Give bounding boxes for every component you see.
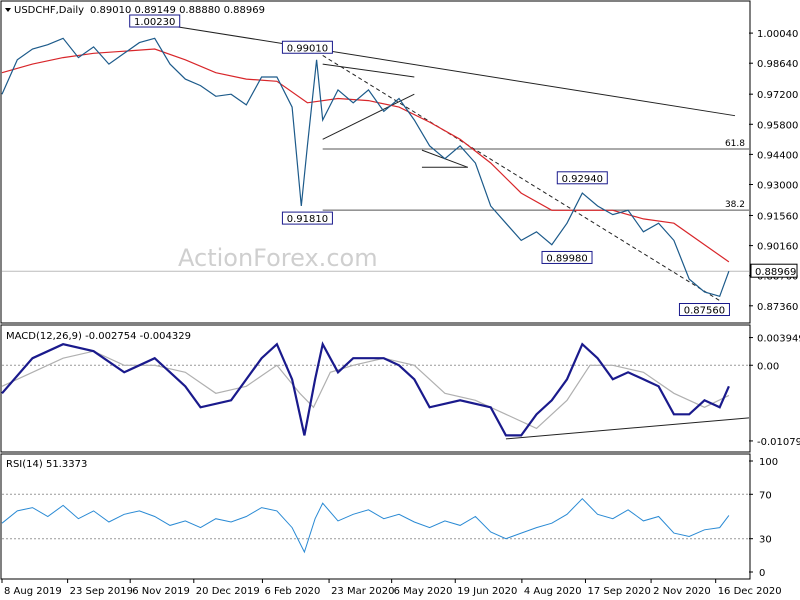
macd-tick-label-2: -0.010793 [757,437,800,448]
price-tick-label-7: 0.90160 [757,242,798,253]
rsi-label: RSI(14) 51.3373 [6,459,87,470]
price-tick-label-6: 0.91560 [757,211,798,222]
annotation-5: 0.87560 [678,303,730,317]
rsi-y-axis: 100 70 30 0 [749,457,778,579]
symbol-label: USDCHF,Daily [14,5,84,16]
annotation-3: 0.89980 [541,250,593,264]
rsi-series [1,493,749,554]
fib-label-0: 61.8 [725,139,745,149]
trendline-2 [322,63,415,78]
annotation-4: 0.92940 [556,171,608,185]
x-tick-label-4: 6 Feb 2020 [264,586,320,597]
rsi-tick-label-3: 0 [759,568,765,579]
macd-tick-label-1: 0.00 [757,361,779,372]
price-reference-lines: 61.8 38.2 [2,139,749,272]
annotation-text-4: 0.92940 [562,174,603,185]
last-price-label: 0.88969 [755,267,796,278]
fib-label-1: 38.2 [725,200,745,210]
ma-line [1,48,730,263]
annotation-0: 1.00230 [129,14,181,28]
annotation-2: 0.91810 [281,211,333,225]
x-tick-label-5: 23 Mar 2020 [331,586,394,597]
annotation-1: 0.99010 [281,40,333,54]
macd-panel-frame [0,324,751,453]
collapse-triangle-icon [5,8,11,12]
macd-line [1,341,730,437]
annotation-text-0: 1.00230 [134,17,175,28]
rsi-tick-label-1: 70 [759,490,772,501]
annotation-box-0 [129,14,181,28]
price-tick-label-9: 0.87360 [757,302,798,313]
price-tick-label-5: 0.93000 [757,181,798,192]
x-tick-label-0: 8 Aug 2019 [4,586,62,597]
x-tick-label-3: 20 Dec 2019 [196,586,260,597]
x-tick-label-11: 16 Dec 2020 [718,586,782,597]
x-tick-label-8: 4 Aug 2020 [524,586,582,597]
x-tick-label-1: 23 Sep 2019 [70,586,133,597]
macd-tick-label-0: 0.003949 [757,334,800,345]
price-panel-frame [0,0,751,324]
rsi-panel-frame [0,453,751,580]
macd-signal-line [1,350,730,430]
ohlc-label: 0.89010 0.89149 0.88880 0.88969 [90,5,265,16]
price-header: USDCHF,Daily 0.89010 0.89149 0.88880 0.8… [5,5,265,16]
trendline-0 [154,22,736,117]
annotation-box-4 [556,171,608,185]
annotation-text-3: 0.89980 [546,253,587,264]
price-tick-label-4: 0.94400 [757,150,798,161]
x-tick-label-7: 19 Jun 2020 [457,586,517,597]
annotation-box-2 [281,211,333,225]
price-y-axis: 1.00040 0.98640 0.97200 0.95800 0.94400 0.930… [749,29,798,313]
annotation-box-5 [678,303,730,317]
trendline-5 [322,55,720,302]
x-axis: 8 Aug 2019 23 Sep 2019 6 Nov 2019 20 Dec 20… [1,579,782,597]
annotation-text-1: 0.99010 [287,43,328,54]
rsi-tick-label-2: 30 [759,535,772,546]
annotation-box-1 [281,40,333,54]
rsi-tick-label-0: 100 [759,457,778,468]
x-tick-label-6: 6 May 2020 [394,586,453,597]
price-tick-label-0: 1.00040 [757,29,798,40]
annotation-text-5: 0.87560 [684,306,725,317]
last-price-box [750,263,798,278]
price-annotations: 1.00230 0.99010 0.91810 0.89980 0.92940 0.875… [129,14,730,317]
x-tick-label-10: 2 Nov 2020 [653,586,711,597]
price-moving-average [1,48,730,263]
price-line [1,37,730,298]
macd-y-axis: 0.003949 0.00 -0.010793 [749,334,800,448]
trendline-1 [322,93,415,140]
watermark: ActionForex.com [178,244,378,272]
price-tick-label-3: 0.95800 [757,120,798,131]
annotation-box-3 [541,250,593,264]
price-trendlines [154,22,736,302]
annotation-text-2: 0.91810 [287,214,328,225]
price-tick-label-2: 0.97200 [757,90,798,101]
price-tick-label-1: 0.98640 [757,59,798,70]
x-tick-label-9: 17 Sep 2020 [587,586,650,597]
rsi-line [1,497,730,554]
macd-label: MACD(12,26,9) -0.002754 -0.004329 [6,331,191,342]
x-tick-label-2: 6 Nov 2019 [132,586,190,597]
macd-series [1,341,750,440]
macd-trendline [505,417,750,440]
price-series [1,37,730,298]
